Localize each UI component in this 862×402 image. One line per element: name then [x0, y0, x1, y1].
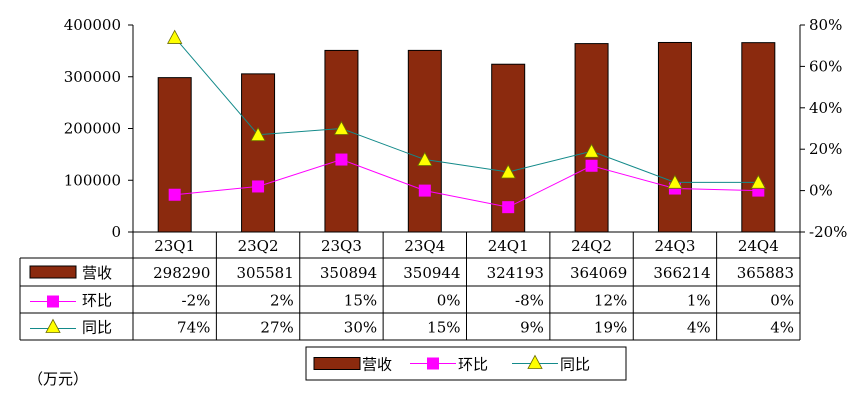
table-cell: 27% — [260, 319, 293, 337]
revenue-bar-24Q3 — [657, 41, 692, 233]
table-cell: 324193 — [487, 264, 544, 282]
y-left-tick-label: 100000 — [64, 171, 121, 189]
unit-label: （万元） — [28, 370, 89, 388]
qoq-point-23Q2 — [252, 180, 265, 193]
y-right-tick-label: 60% — [809, 57, 842, 75]
y-left-tick-label: 200000 — [64, 120, 121, 138]
revenue-bar-24Q4 — [741, 42, 776, 233]
category-label: 24Q1 — [488, 237, 529, 255]
y-right-tick-label: 80% — [809, 16, 842, 34]
table-cell: 305581 — [236, 264, 293, 282]
table-cell: -8% — [515, 292, 544, 310]
category-label: 23Q2 — [238, 237, 279, 255]
category-label: 23Q1 — [154, 237, 195, 255]
legend-label: 营收 — [362, 356, 392, 374]
table-key-revenue — [29, 265, 77, 279]
revenue-bar-23Q2 — [241, 73, 276, 233]
table-cell: 0% — [770, 292, 794, 310]
yoy-point-24Q3 — [667, 174, 683, 189]
table-cell: 4% — [687, 319, 711, 337]
y-right-tick-label: 40% — [809, 99, 842, 117]
yoy-point-23Q3 — [333, 120, 350, 135]
table-cell: 298290 — [153, 264, 210, 282]
table-row-header: 同比 — [82, 319, 112, 337]
revenue-bar-23Q4 — [407, 49, 442, 233]
table-cell: 350894 — [320, 264, 377, 282]
table-cell: 15% — [344, 292, 377, 310]
table-cell: 0% — [437, 292, 461, 310]
table-cell: 1% — [687, 292, 711, 310]
legend-label: 环比 — [458, 356, 488, 374]
yoy-point-24Q4 — [750, 174, 766, 189]
category-label: 24Q4 — [738, 237, 779, 255]
legend: 营收 环比 同比 — [305, 346, 627, 381]
y-left-tick-label: 300000 — [64, 68, 121, 86]
table-cell: 12% — [594, 292, 627, 310]
qoq-point-24Q1 — [502, 201, 515, 214]
table-cell: 366214 — [653, 264, 710, 282]
table-key-yoy-marker — [45, 318, 61, 333]
y-left-tick-label: 400000 — [64, 16, 121, 34]
revenue-bars — [157, 41, 776, 233]
yoy-point-24Q2 — [583, 143, 600, 158]
category-label: 23Q4 — [404, 237, 445, 255]
yoy-point-24Q1 — [500, 164, 516, 179]
table-cell: 30% — [344, 319, 377, 337]
table-cell: 364069 — [570, 264, 627, 282]
table-cell: 365883 — [737, 264, 794, 282]
data-table: 23Q1 23Q2 23Q3 23Q4 24Q1 24Q2 24Q3 24Q4 营收 298290… — [19, 231, 801, 341]
y-right-tick-label: -20% — [809, 223, 847, 241]
category-label: 24Q2 — [571, 237, 612, 255]
legend-key-yoy-marker — [527, 354, 543, 369]
legend-label: 同比 — [560, 356, 590, 374]
qoq-point-23Q4 — [418, 184, 431, 197]
category-label: 23Q3 — [321, 237, 362, 255]
category-label: 24Q3 — [654, 237, 695, 255]
table-cell: 350944 — [403, 264, 460, 282]
growth-lines — [167, 29, 766, 214]
table-row-header: 环比 — [82, 292, 112, 310]
qoq-point-23Q1 — [168, 188, 181, 201]
table-row-header: 营收 — [82, 264, 112, 282]
table-cell: 9% — [520, 319, 544, 337]
table-cell: 4% — [770, 319, 794, 337]
yoy-point-23Q4 — [417, 151, 433, 166]
yoy-point-23Q2 — [250, 126, 266, 142]
table-cell: 74% — [177, 319, 210, 337]
yoy-point-23Q1 — [167, 29, 183, 44]
line-yoy — [174, 37, 759, 183]
y-right-tick-label: 0% — [809, 182, 833, 200]
qoq-point-23Q3 — [335, 153, 348, 166]
line-qoq — [174, 159, 759, 208]
revenue-bar-24Q2 — [574, 43, 609, 233]
y-right-tick-label: 20% — [809, 140, 842, 158]
y-left-tick-label: 0 — [111, 223, 121, 241]
table-cell: 15% — [427, 319, 460, 337]
table-cell: 19% — [594, 319, 627, 337]
legend-key-qoq-marker — [427, 357, 439, 370]
legend-key-revenue — [313, 357, 361, 370]
revenue-bar-23Q3 — [324, 49, 359, 233]
revenue-bar-23Q1 — [157, 77, 192, 233]
table-cell: 2% — [270, 292, 294, 310]
qoq-point-24Q2 — [585, 159, 598, 172]
table-cell: -2% — [182, 292, 211, 310]
table-key-qoq-marker — [47, 295, 59, 308]
